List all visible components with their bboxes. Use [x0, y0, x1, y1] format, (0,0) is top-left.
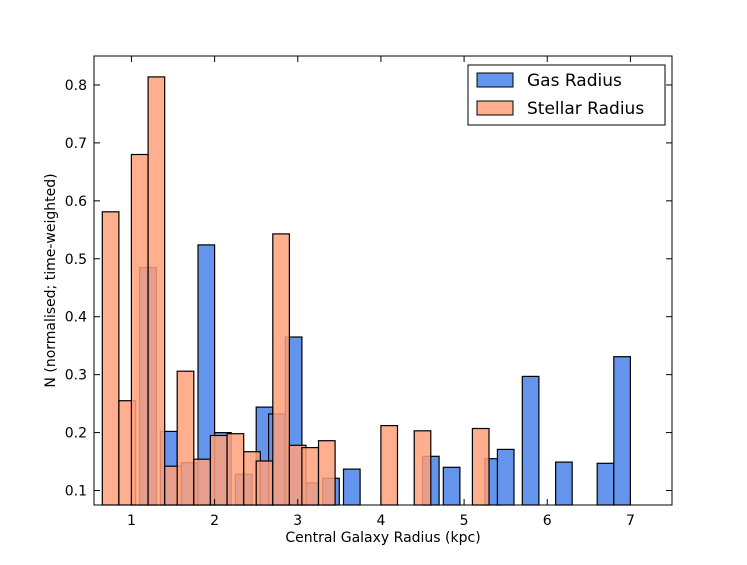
x-axis-label: Central Galaxy Radius (kpc) [285, 530, 480, 546]
y-tick-label: 0.2 [65, 426, 87, 442]
bar-gas-radius-17 [554, 461, 573, 506]
ticks-layer: 1 2 3 4 5 6 7 0.1 0.2 0.3 0.4 0.5 0.6 0.7 0.8 [65, 56, 672, 529]
bar-stellar-radius-16 [413, 430, 432, 506]
bar-gas-radius-15 [496, 448, 515, 506]
bar-gas-radius-11 [342, 468, 361, 506]
bar-gas-radius-16 [521, 375, 540, 506]
y-axis-label: N (normalised; time-weighted) [43, 173, 59, 387]
bar-stellar-radius-3 [147, 76, 166, 506]
legend-label-gas-radius: Gas Radius [527, 71, 622, 91]
bar-stellar-radius-7 [209, 434, 228, 506]
bar-gas-radius-13 [442, 466, 461, 506]
y-tick-label: 0.4 [65, 310, 87, 326]
bars-layer [101, 76, 631, 506]
x-tick-label: 3 [293, 513, 302, 529]
bar-stellar-radius-14 [317, 440, 336, 506]
x-tick-label: 2 [210, 513, 219, 529]
legend-swatch-gas-radius [476, 72, 514, 88]
x-tick-label: 7 [626, 513, 635, 529]
bar-stellar-radius-15 [380, 425, 399, 506]
bar-stellar-radius-11 [272, 233, 290, 506]
plot-area: 1 2 3 4 5 6 7 0.1 0.2 0.3 0.4 0.5 0.6 0.7 0.8 [65, 55, 673, 529]
bar-gas-radius-19 [613, 356, 631, 506]
y-tick-label: 0.8 [65, 78, 87, 94]
y-tick-label: 0.3 [65, 368, 87, 384]
legend-swatch-stellar-radius [476, 100, 514, 116]
x-tick-label: 4 [376, 513, 385, 529]
axes-frame [93, 55, 673, 506]
bar-stellar-radius-6 [193, 458, 212, 506]
legend: Gas Radius Stellar Radius [467, 64, 666, 126]
bar-stellar-radius-2 [130, 153, 149, 506]
y-tick-label: 0.6 [65, 194, 87, 210]
bar-stellar-radius-13 [301, 447, 320, 506]
y-tick-label: 0.7 [65, 136, 87, 152]
bar-stellar-radius-10 [255, 460, 274, 506]
x-tick-label: 5 [460, 513, 469, 529]
x-tick-label: 1 [127, 513, 136, 529]
bar-stellar-radius-8 [226, 433, 245, 506]
bar-stellar-radius-0 [101, 211, 120, 506]
bar-stellar-radius-5 [176, 370, 195, 506]
bar-gas-radius-18 [596, 462, 615, 506]
legend-label-stellar-radius: Stellar Radius [527, 99, 644, 119]
y-tick-label: 0.1 [65, 484, 87, 500]
bar-stellar-radius-17 [471, 427, 490, 506]
y-tick-label: 0.5 [65, 252, 87, 268]
x-tick-label: 6 [543, 513, 552, 529]
